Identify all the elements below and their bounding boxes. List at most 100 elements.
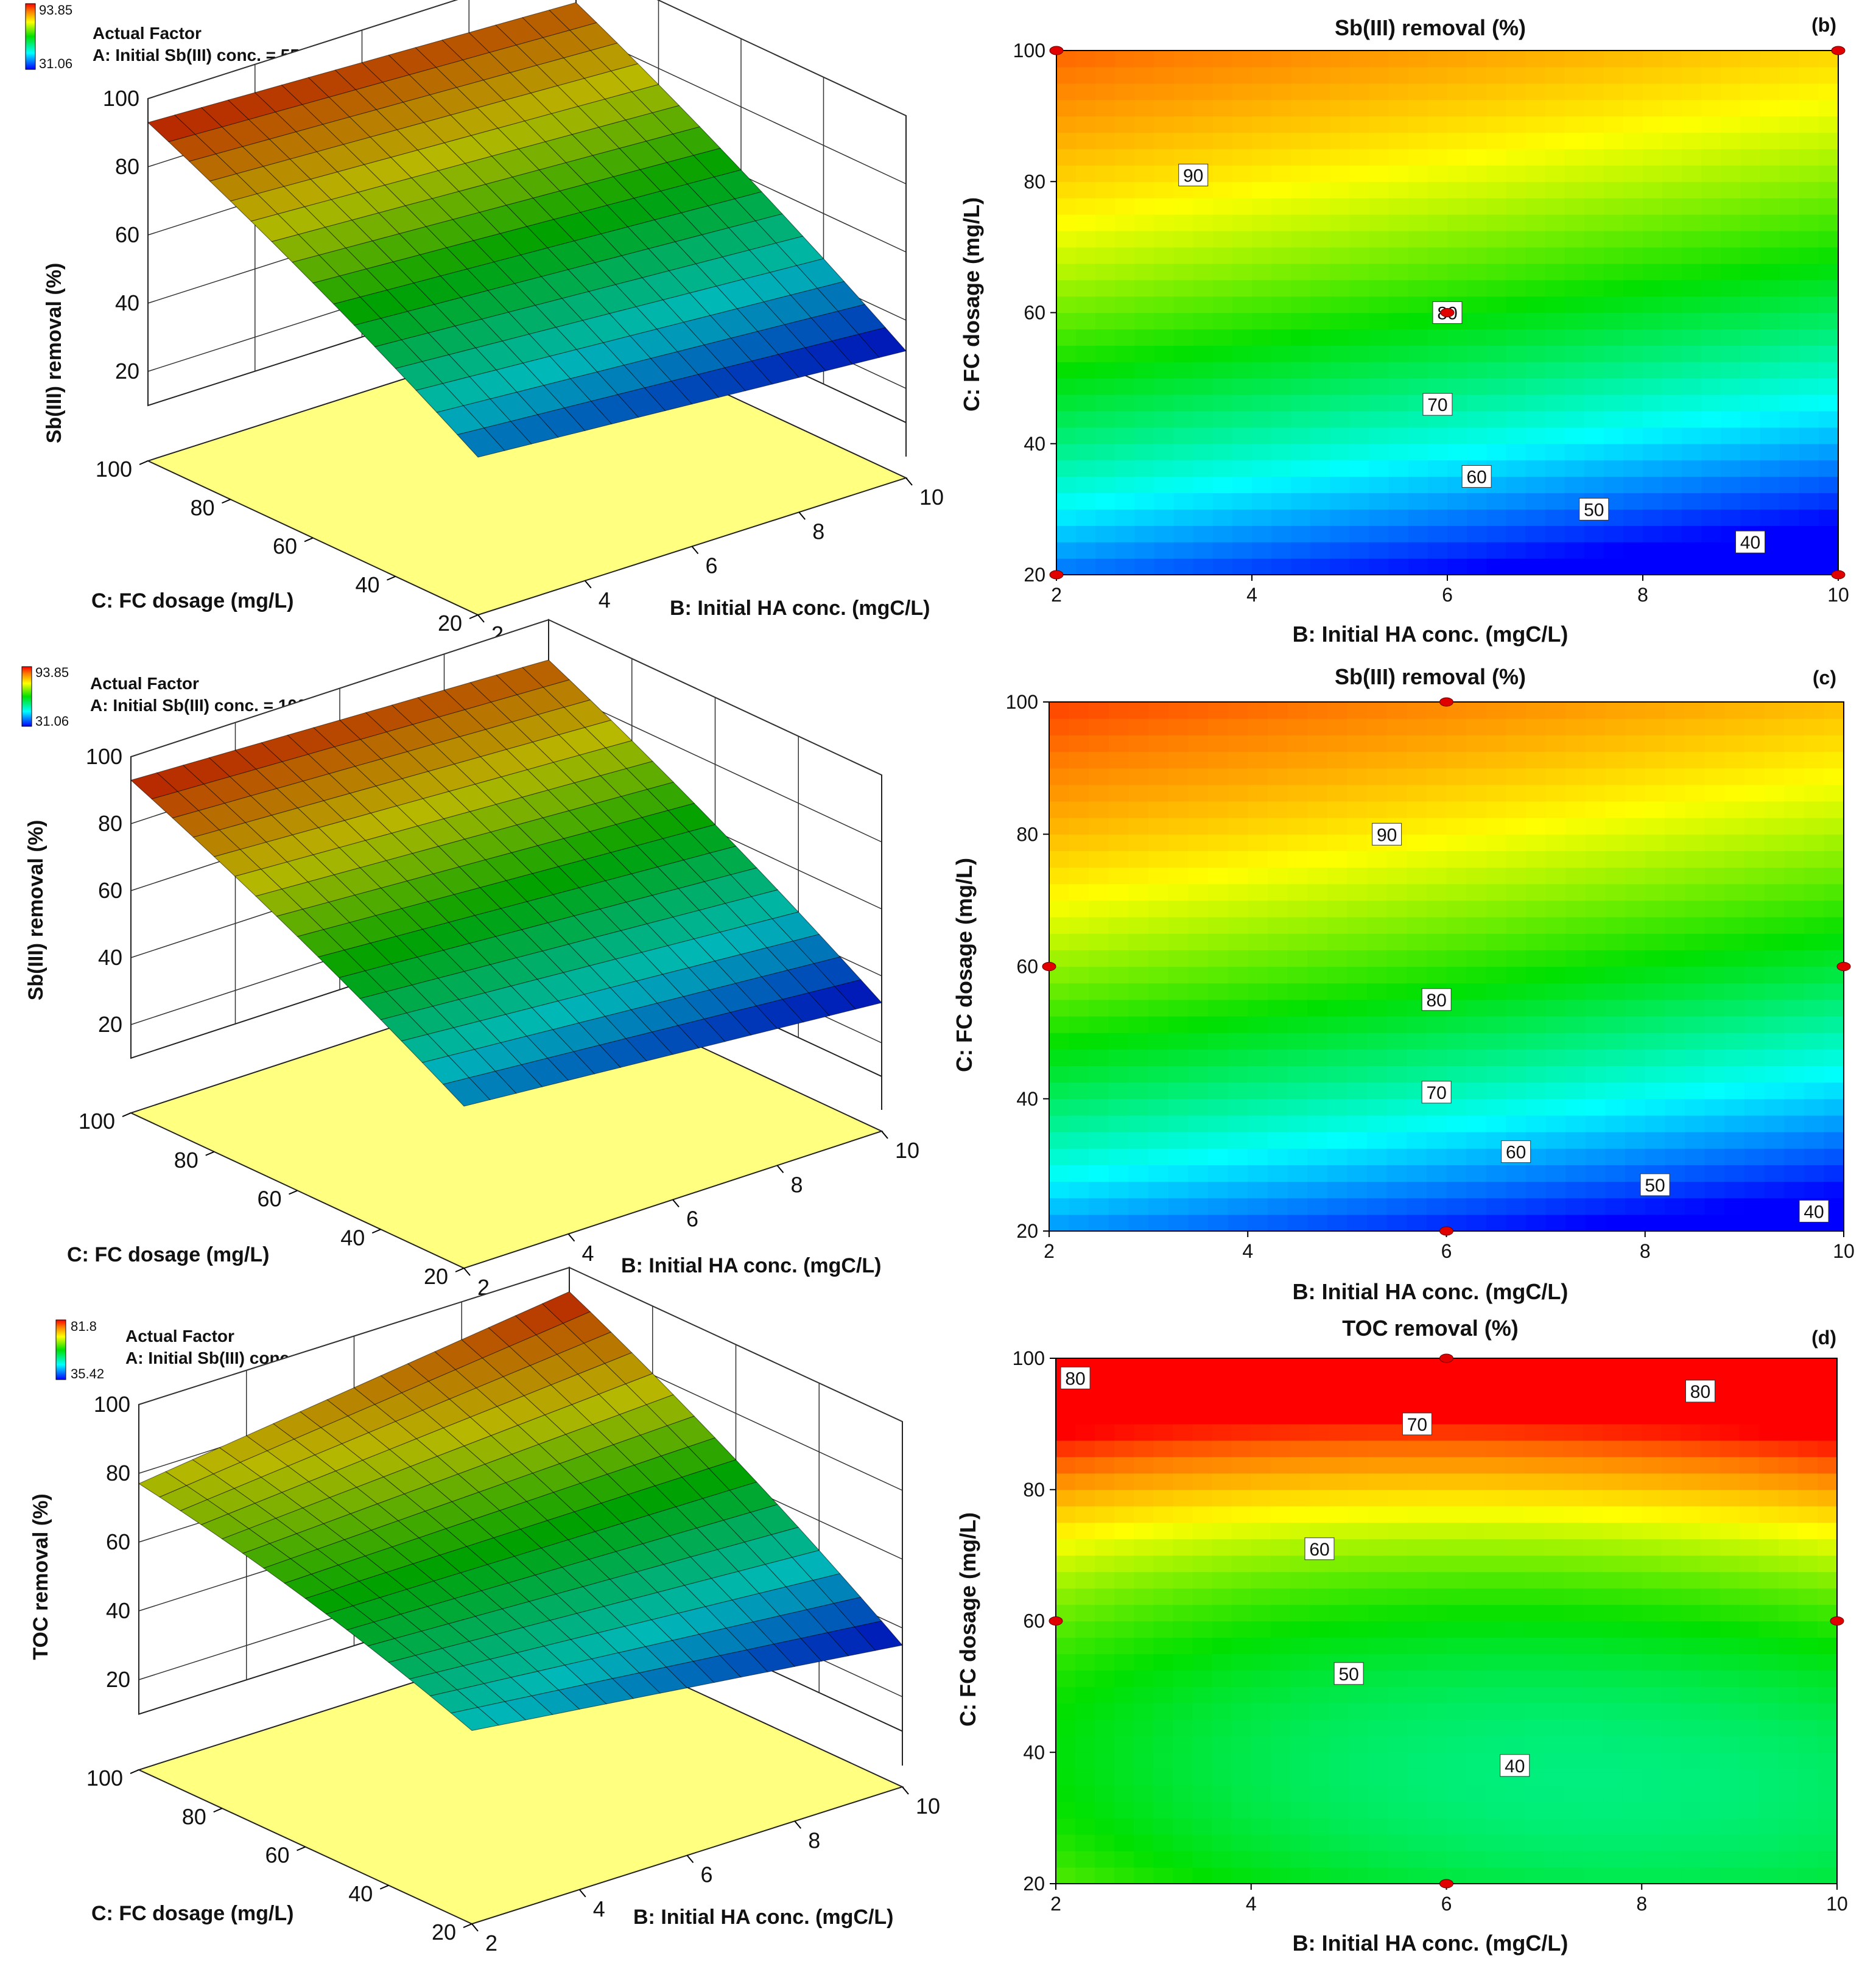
- contour-cell: [1760, 99, 1780, 117]
- contour-cell: [1388, 395, 1409, 412]
- contour-cell: [1232, 263, 1252, 281]
- contour-cell: [1232, 214, 1252, 231]
- contour-cell: [1446, 718, 1467, 735]
- contour-cell: [1290, 1621, 1310, 1638]
- contour-cell: [1564, 460, 1585, 477]
- contour-cell: [1069, 999, 1089, 1017]
- contour-cell: [1758, 1654, 1779, 1671]
- contour-cell: [1525, 263, 1546, 281]
- contour-cell: [1251, 1719, 1271, 1736]
- contour-cell: [1704, 983, 1725, 1000]
- contour-cell: [1505, 1374, 1525, 1392]
- contour-cell: [1505, 1801, 1525, 1819]
- contour-cell: [1739, 1391, 1760, 1408]
- contour-cell: [1622, 1785, 1642, 1802]
- contour-cell: [1231, 1456, 1252, 1474]
- contour-cell: [1388, 1686, 1408, 1703]
- contour-cell: [1252, 443, 1272, 461]
- contour-cell: [1720, 1374, 1740, 1392]
- contour-cell: [1069, 966, 1089, 984]
- contour-cell: [1330, 230, 1351, 248]
- contour-cell: [1212, 1489, 1232, 1507]
- contour-cell: [1095, 395, 1115, 412]
- contour-cell: [1307, 851, 1328, 868]
- contour-cell: [1271, 132, 1291, 150]
- contour-cell: [1049, 900, 1070, 917]
- contour-cell: [1584, 263, 1604, 281]
- contour-cell: [1095, 1736, 1115, 1753]
- contour-cell: [1526, 718, 1547, 735]
- contour-cell: [1466, 1834, 1486, 1851]
- contour-cell: [1427, 1637, 1447, 1655]
- contour-cell: [1388, 165, 1409, 182]
- contour-cell: [1427, 247, 1448, 264]
- contour-cell: [1154, 509, 1175, 526]
- contour-cell: [1095, 362, 1115, 379]
- contour-cell: [1115, 247, 1135, 264]
- contour-cell: [1799, 296, 1819, 314]
- contour-cell: [1784, 818, 1805, 835]
- contour-cell: [1505, 1621, 1525, 1638]
- contour-cell: [1095, 1391, 1115, 1408]
- contour-cell: [1173, 443, 1194, 461]
- contour-cell: [1784, 834, 1805, 852]
- contour-cell: [1408, 558, 1428, 575]
- contour-cell: [1623, 460, 1643, 477]
- contour-cell: [1622, 1391, 1642, 1408]
- contour-cell: [1369, 165, 1389, 182]
- contour-cell: [1134, 1834, 1154, 1851]
- contour-cell: [1386, 751, 1407, 769]
- contour-cell: [1446, 1374, 1467, 1392]
- contour-cell: [1075, 1407, 1095, 1425]
- contour-cell: [1563, 1834, 1584, 1851]
- contour-cell: [1407, 702, 1427, 719]
- contour-cell: [1467, 279, 1487, 297]
- contour-cell: [1069, 1065, 1089, 1083]
- contour-cell: [1095, 1440, 1115, 1458]
- contour-cell: [1208, 834, 1229, 852]
- contour-cell: [1349, 279, 1370, 297]
- contour-cell: [1408, 116, 1428, 133]
- contour-cell: [1584, 66, 1604, 84]
- contour-cell: [1446, 883, 1467, 901]
- contour-label-box: [1579, 497, 1609, 521]
- contour-cell: [1069, 851, 1089, 868]
- contour-cell: [1267, 900, 1288, 917]
- contour-cell: [1760, 83, 1780, 100]
- y-tick-label: 60: [1016, 956, 1038, 978]
- contour-cell: [1407, 1440, 1428, 1458]
- contour-cell: [1307, 883, 1328, 901]
- contour-cell: [1291, 525, 1311, 542]
- contour-cell: [1349, 263, 1370, 281]
- contour-cell: [1799, 509, 1819, 526]
- contour-cell: [1764, 1115, 1785, 1132]
- contour-cell: [1148, 966, 1169, 984]
- contour-cell: [1153, 1358, 1174, 1375]
- contour-cell: [1427, 558, 1448, 575]
- contour-cell: [1076, 247, 1096, 264]
- contour-cell: [1545, 751, 1566, 769]
- contour-cell: [1544, 1670, 1564, 1687]
- contour-cell: [1643, 542, 1663, 559]
- contour-cell: [1625, 933, 1646, 950]
- contour-cell: [1779, 395, 1800, 412]
- contour-cell: [1192, 1703, 1213, 1720]
- contour-cell: [1427, 1736, 1447, 1753]
- contour-cell: [1349, 1391, 1369, 1408]
- contour-cell: [1386, 1148, 1407, 1165]
- contour-cell: [1208, 867, 1229, 885]
- contour-cell: [1764, 735, 1785, 752]
- contour-cell: [1212, 198, 1233, 215]
- contour-cell: [1388, 476, 1409, 494]
- contour-cell: [1623, 542, 1643, 559]
- contour-cell: [1368, 1801, 1388, 1819]
- contour-cell: [1173, 1818, 1193, 1835]
- contour-cell: [1212, 329, 1233, 346]
- contour-cell: [1069, 702, 1089, 719]
- contour-cell: [1760, 149, 1780, 166]
- contour-cell: [1818, 214, 1839, 231]
- contour-cell: [1466, 735, 1487, 752]
- contour-cell: [1506, 950, 1526, 967]
- contour-cell: [1681, 1851, 1701, 1868]
- contour-cell: [1603, 165, 1624, 182]
